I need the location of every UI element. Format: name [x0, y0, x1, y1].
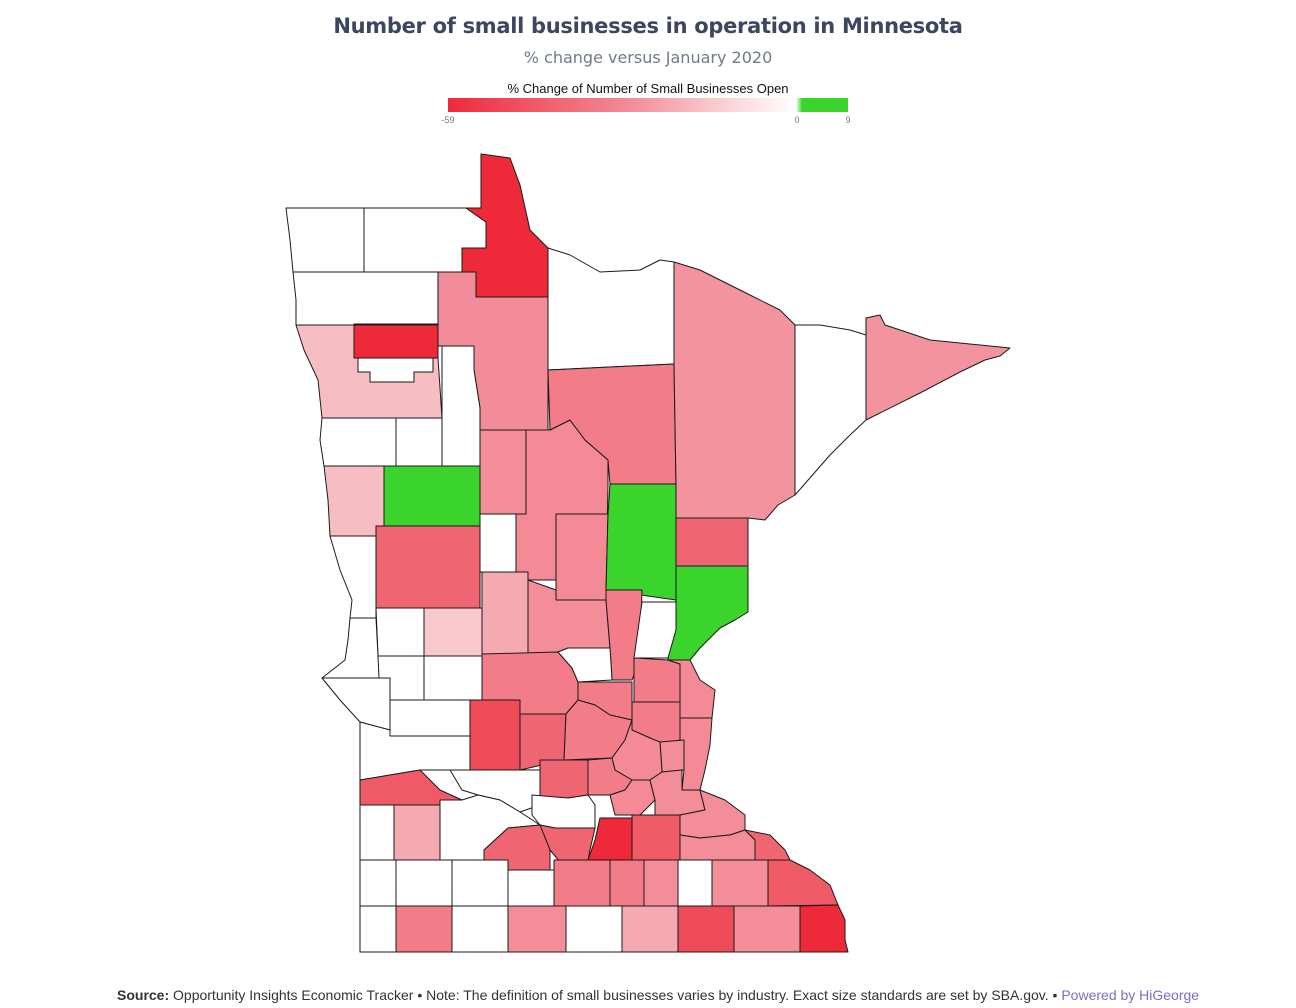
county-pipestone[interactable]: [359, 859, 397, 907]
county-pope[interactable]: [423, 655, 483, 701]
county-norman[interactable]: [319, 417, 397, 467]
county-koochiching[interactable]: [547, 247, 675, 371]
legend-color-scale: [448, 98, 848, 112]
county-crow-wing[interactable]: [555, 513, 609, 601]
county-winona-south[interactable]: [767, 859, 839, 907]
legend-min-label: -59: [441, 115, 455, 125]
county-grant[interactable]: [375, 607, 425, 657]
county-aitkin[interactable]: [605, 483, 677, 601]
county-faribault[interactable]: [565, 905, 623, 953]
county-kanabec[interactable]: [633, 601, 677, 659]
county-marshall[interactable]: [292, 271, 439, 326]
county-st-louis[interactable]: [673, 261, 796, 521]
county-jackson[interactable]: [451, 905, 509, 953]
county-nobles[interactable]: [395, 905, 453, 953]
county-carlton[interactable]: [675, 517, 749, 567]
county-olmsted[interactable]: [711, 859, 769, 907]
county-pine[interactable]: [667, 565, 749, 661]
county-chisago[interactable]: [667, 659, 716, 719]
county-fillmore[interactable]: [733, 905, 801, 953]
county-houston[interactable]: [799, 904, 849, 953]
county-mahnomen[interactable]: [395, 417, 443, 467]
county-steele[interactable]: [643, 859, 679, 907]
page-title: Number of small businesses in operation …: [333, 14, 963, 38]
county-wilkin[interactable]: [329, 535, 377, 619]
county-murray[interactable]: [395, 859, 453, 907]
legend-zero-label: 0: [794, 115, 800, 125]
county-lincoln[interactable]: [359, 804, 395, 861]
county-cottonwood[interactable]: [451, 859, 509, 907]
county-blue-earth[interactable]: [553, 859, 611, 907]
county-kittson[interactable]: [285, 207, 365, 273]
county-hubbard[interactable]: [479, 429, 527, 515]
county-nicollet[interactable]: [539, 824, 596, 863]
county-polk[interactable]: [295, 324, 443, 419]
county-cook[interactable]: [865, 314, 1011, 421]
county-swift[interactable]: [389, 699, 471, 737]
county-pennington[interactable]: [353, 324, 439, 359]
county-dodge[interactable]: [677, 859, 713, 907]
county-waseca[interactable]: [609, 859, 645, 907]
legend-max-label: 9: [845, 115, 851, 125]
county-douglas[interactable]: [423, 607, 483, 657]
county-brown[interactable]: [531, 794, 596, 829]
county-lake[interactable]: [794, 324, 867, 496]
county-kandiyohi[interactable]: [469, 699, 521, 771]
powered-by-link[interactable]: Powered by HiGeorge: [1061, 987, 1200, 1003]
county-clay[interactable]: [323, 465, 385, 537]
county-ramsey[interactable]: [659, 739, 685, 773]
footer: Source: Opportunity Insights Economic Tr…: [117, 987, 1199, 1003]
county-becker[interactable]: [383, 465, 481, 527]
county-big-stone[interactable]: [321, 677, 391, 731]
page-subtitle: % change versus January 2020: [523, 48, 773, 67]
county-freeborn[interactable]: [621, 905, 679, 953]
county-watonwan[interactable]: [507, 869, 555, 907]
county-rock[interactable]: [359, 905, 397, 953]
county-rice[interactable]: [631, 814, 681, 861]
county-mower[interactable]: [677, 905, 735, 953]
county-washington[interactable]: [679, 717, 713, 791]
footer-source-text: Opportunity Insights Economic Tracker • …: [173, 987, 1058, 1003]
county-todd[interactable]: [481, 571, 529, 655]
county-benton[interactable]: [557, 647, 613, 683]
county-wadena[interactable]: [479, 513, 517, 573]
county-martin[interactable]: [507, 905, 567, 953]
county-otter-tail[interactable]: [375, 525, 481, 609]
county-isanti[interactable]: [633, 657, 681, 703]
county-clearwater[interactable]: [441, 345, 481, 467]
footer-source-label: Source:: [117, 987, 170, 1003]
legend-title: % Change of Number of Small Businesses O…: [507, 81, 789, 96]
county-traverse[interactable]: [321, 617, 381, 679]
county-lyon[interactable]: [393, 804, 441, 861]
